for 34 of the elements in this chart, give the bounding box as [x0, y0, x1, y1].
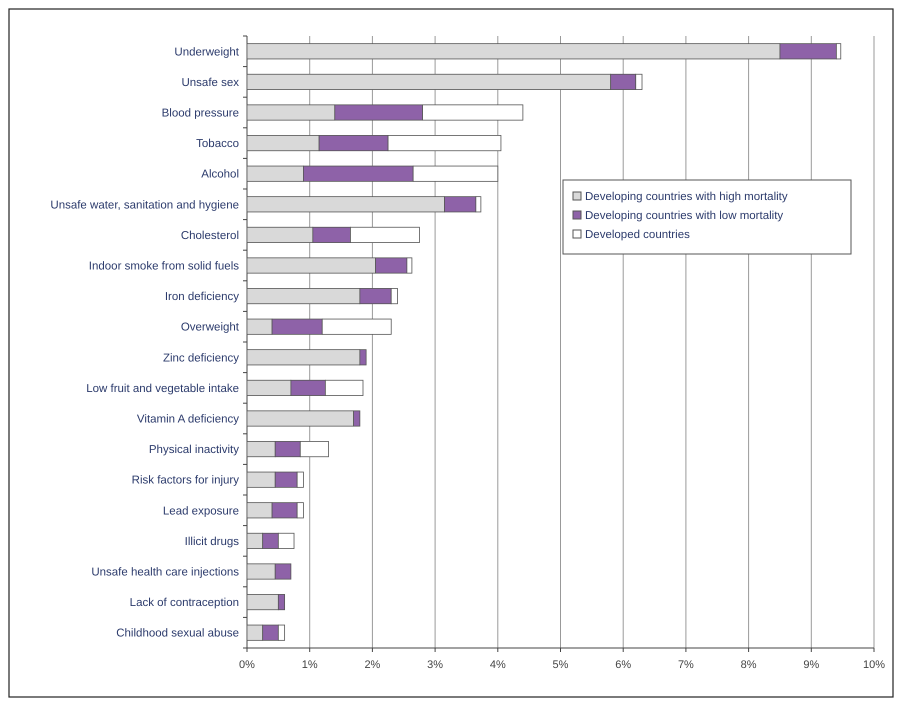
x-tick-label: 2% [364, 659, 381, 671]
y-tick-label: Physical inactivity [148, 444, 240, 456]
x-tick-label: 4% [490, 659, 506, 671]
y-tick-label: Unsafe health care injections [91, 566, 240, 579]
x-tick-label: 8% [740, 659, 757, 671]
y-tick-label: Vitamin A deficiency [136, 414, 240, 426]
y-tick-label: Lack of contraception [130, 597, 239, 610]
x-tick-label: 10% [862, 659, 886, 671]
y-tick-label: Unsafe water, sanitation and hygiene [50, 199, 239, 212]
y-tick-label: Risk factors for injury [132, 474, 240, 487]
y-tick-label: Blood pressure [162, 108, 239, 120]
legend-label: Developing countries with high mortality [585, 191, 788, 204]
y-tick-label: Unsafe sex [181, 76, 240, 89]
y-tick-label: Underweight [174, 46, 240, 58]
y-tick-label: Childhood sexual abuse [116, 628, 239, 640]
y-tick-label: Indoor smoke from solid fuels [88, 260, 240, 273]
y-tick-label: Overweight [180, 322, 240, 334]
x-tick-label: 5% [552, 659, 569, 671]
x-tick-label: 0% [239, 659, 256, 671]
y-tick-label: Lead exposure [162, 505, 239, 518]
x-tick-label: 6% [615, 659, 632, 671]
y-tick-label: Low fruit and vegetable intake [86, 382, 239, 395]
y-tick-label: Iron deficiency [164, 291, 240, 304]
legend-label: Developing countries with low mortality [585, 210, 784, 222]
y-tick-label: Tobacco [196, 138, 239, 150]
x-tick-label: 7% [678, 659, 694, 671]
x-tick-label: 1% [302, 659, 318, 671]
y-tick-label: Illicit drugs [184, 536, 240, 548]
x-tick-label: 9% [803, 659, 820, 671]
y-tick-label: Alcohol [201, 168, 239, 181]
legend-label: Developed countries [585, 229, 690, 242]
y-tick-label: Cholesterol [180, 230, 239, 242]
y-tick-label: Zinc deficiency [162, 352, 240, 364]
x-tick-label: 3% [427, 659, 444, 671]
